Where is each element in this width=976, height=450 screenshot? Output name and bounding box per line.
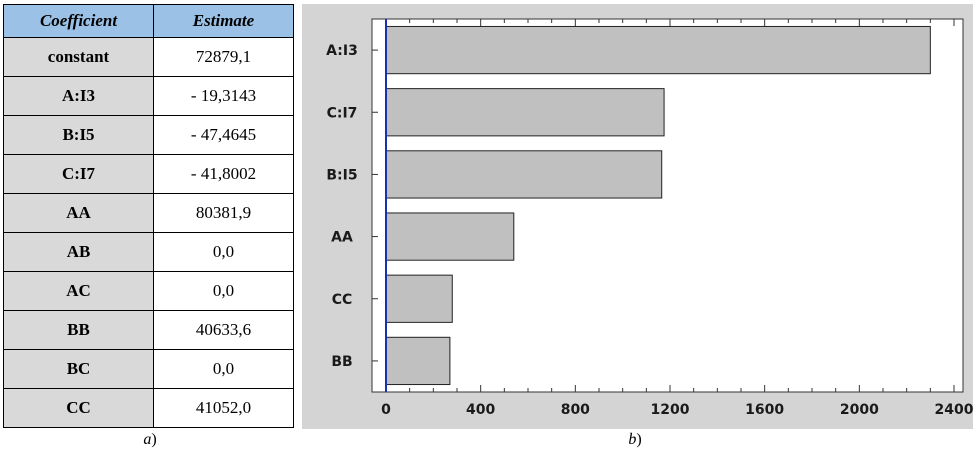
table-row: CC 41052,0 xyxy=(3,388,294,428)
bar xyxy=(385,212,515,261)
coefficient-table: Coefficient Estimate constant 72879,1 A:I3… xyxy=(3,4,294,428)
coefficient-name-cell: BC xyxy=(3,349,154,389)
table-row: A:I3- 19,3143 xyxy=(3,76,294,116)
estimate-value-cell: 0,0 xyxy=(153,349,294,389)
estimate-value-cell: - 19,3143 xyxy=(153,76,294,116)
table-row: BB 40633,6 xyxy=(3,310,294,350)
bar xyxy=(385,88,665,137)
x-tick-label: 800 xyxy=(561,402,590,418)
estimate-value-cell: 72879,1 xyxy=(153,37,294,77)
category-label: BB xyxy=(331,354,352,370)
coefficient-name-cell: constant xyxy=(3,37,154,77)
x-tick-label: 2000 xyxy=(840,402,879,418)
x-tick-label: 1200 xyxy=(651,402,690,418)
coefficient-name-cell: CC xyxy=(3,388,154,428)
category-label: B:I5 xyxy=(326,167,357,183)
x-tick-label: 1600 xyxy=(745,402,784,418)
estimate-value-cell: 0,0 xyxy=(153,232,294,272)
category-label: C:I7 xyxy=(327,105,358,121)
coefficient-name-cell: C:I7 xyxy=(3,154,154,194)
table-header-row: Coefficient Estimate xyxy=(3,4,294,38)
estimate-value-cell: 40633,6 xyxy=(153,310,294,350)
table-row: constant 72879,1 xyxy=(3,37,294,77)
table-row: B:I5- 47,4645 xyxy=(3,115,294,155)
pareto-bar-chart: 0 400 800 1200 1600 2000 2400 A:I3 C:I7 B:I5 AA CC B… xyxy=(326,18,973,418)
plot-area xyxy=(371,18,964,393)
x-tick-label: 0 xyxy=(381,402,391,418)
category-label: CC xyxy=(332,292,353,308)
bar xyxy=(385,25,931,75)
table-row: BC 0,0 xyxy=(3,349,294,389)
category-label: A:I3 xyxy=(326,43,358,59)
caption-b: b) xyxy=(628,431,642,448)
coefficient-name-cell: AB xyxy=(3,232,154,272)
coefficient-name-cell: A:I3 xyxy=(3,76,154,116)
estimate-value-cell: 80381,9 xyxy=(153,193,294,233)
coefficient-name-cell: B:I5 xyxy=(3,115,154,155)
x-tick-label: 400 xyxy=(466,402,495,418)
table-body: constant 72879,1 A:I3- 19,3143 B:I5- 47,464… xyxy=(3,37,294,428)
table-row: AC 0,0 xyxy=(3,271,294,311)
coefficient-name-cell: BB xyxy=(3,310,154,350)
estimate-header: Estimate xyxy=(153,4,294,38)
coefficient-header: Coefficient xyxy=(3,4,154,38)
table-row: AA 80381,9 xyxy=(3,193,294,233)
estimate-value-cell: 0,0 xyxy=(153,271,294,311)
estimate-value-cell: - 47,4645 xyxy=(153,115,294,155)
category-label: AA xyxy=(331,230,353,246)
table-row: AB 0,0 xyxy=(3,232,294,272)
bar xyxy=(385,150,663,199)
caption-a: a) xyxy=(143,431,157,448)
bar xyxy=(385,336,451,386)
estimate-value-cell: 41052,0 xyxy=(153,388,294,428)
table-row: C:I7- 41,8002 xyxy=(3,154,294,194)
coefficient-name-cell: AA xyxy=(3,193,154,233)
coefficient-name-cell: AC xyxy=(3,271,154,311)
x-tick-label: 2400 xyxy=(935,402,973,418)
estimate-value-cell: - 41,8002 xyxy=(153,154,294,194)
bar xyxy=(385,274,453,323)
chart-panel: 0 400 800 1200 1600 2000 2400 A:I3 C:I7 B:I5 AA CC B… xyxy=(302,4,973,429)
